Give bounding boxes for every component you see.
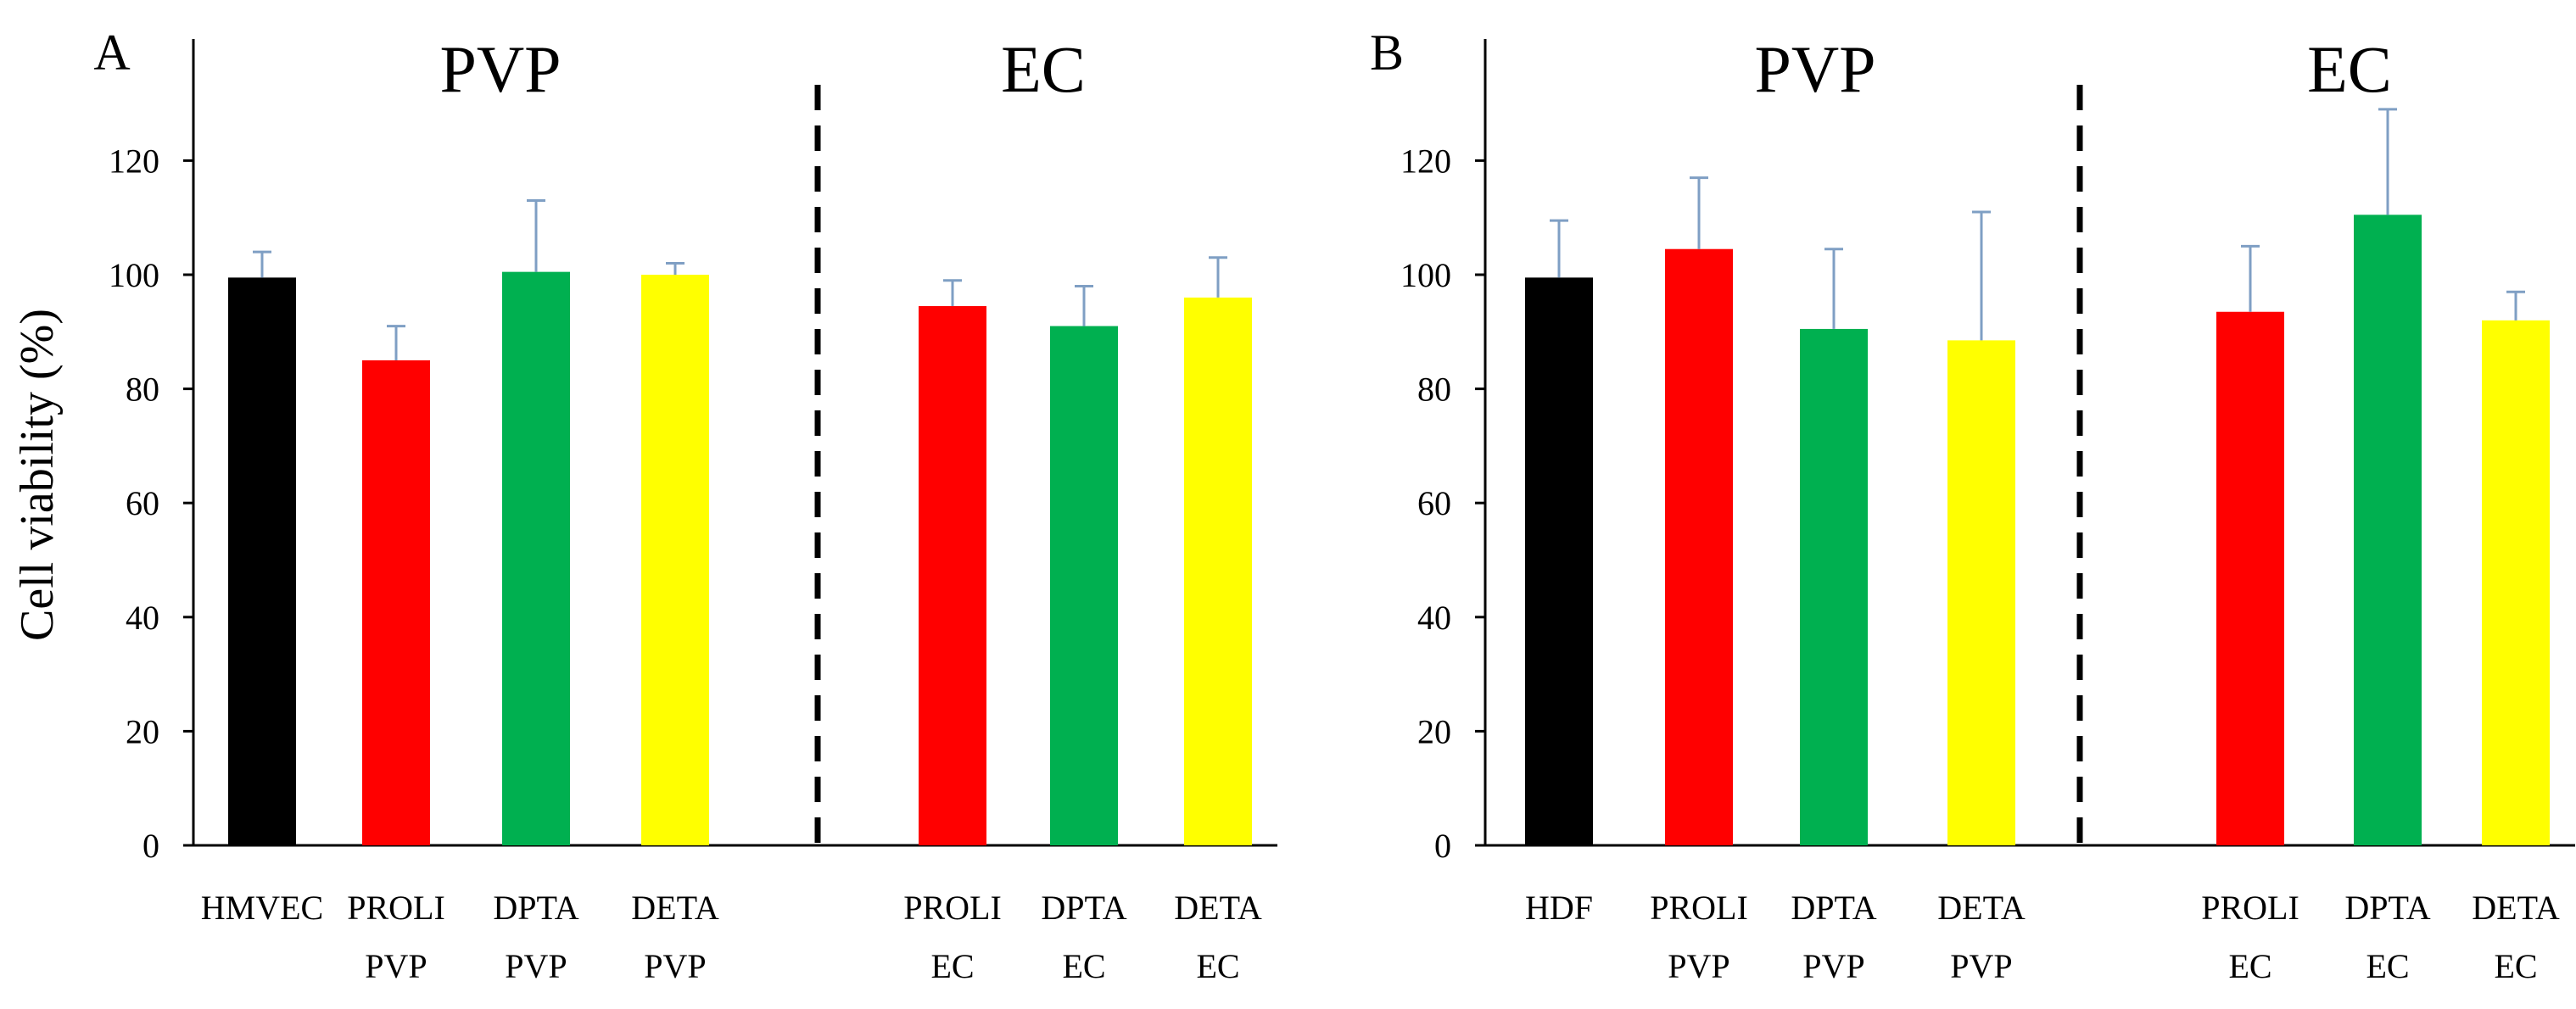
- error-bar: [253, 250, 271, 278]
- error-bar: [1209, 256, 1227, 298]
- y-tick-label: 60: [126, 484, 159, 522]
- x-category-label: PVP: [505, 947, 567, 985]
- error-bar: [1690, 176, 1708, 249]
- x-category-label: HDF: [1525, 889, 1593, 927]
- bar: [1800, 328, 1868, 845]
- x-category-label: PROLI: [1650, 889, 1748, 927]
- x-category-label: DETA: [2472, 889, 2560, 927]
- y-tick-label: 80: [126, 371, 159, 409]
- error-bar: [943, 279, 962, 307]
- bar: [1184, 297, 1252, 845]
- x-category-label: DETA: [1937, 889, 2026, 927]
- bar: [1665, 248, 1733, 846]
- panel-letter: A: [93, 25, 130, 81]
- bar: [1525, 277, 1593, 845]
- error-bar: [2241, 244, 2260, 312]
- x-category-label: PROLI: [347, 889, 445, 927]
- bar: [641, 275, 709, 845]
- y-tick-label: 40: [126, 599, 159, 637]
- x-category-label: PVP: [1950, 947, 2012, 985]
- y-tick-label: 100: [109, 256, 159, 294]
- bar: [362, 360, 430, 845]
- x-category-label: DETA: [1174, 889, 1262, 927]
- x-category-label: DPTA: [2344, 889, 2430, 927]
- bar: [228, 277, 296, 845]
- group-label: EC: [2307, 32, 2392, 106]
- panel-b-chart: B 0 20 40 60 80 100 120 PVP EC HDF PROLI PVP DPTA PVP D…: [1370, 25, 2575, 985]
- panel-a-chart: A 0 20 40 60 80 100 120 PVP EC HMVEC PROLI PVP DPTA PV…: [93, 25, 1277, 985]
- x-category-label: DPTA: [493, 889, 578, 927]
- x-category-label: DPTA: [1041, 889, 1126, 927]
- panel-letter: B: [1370, 25, 1404, 81]
- bar: [2482, 320, 2550, 846]
- x-category-label: PVP: [1802, 947, 1864, 985]
- x-category-label: DPTA: [1791, 889, 1876, 927]
- x-category-label: EC: [2366, 947, 2409, 985]
- y-tick-label: 100: [1400, 256, 1451, 294]
- y-axis-label: Cell viability (%): [11, 309, 64, 641]
- y-tick-label: 120: [1400, 142, 1451, 180]
- y-tick-label: 40: [1417, 599, 1451, 637]
- y-tick-label: 120: [109, 142, 159, 180]
- bar: [919, 306, 986, 845]
- bar: [1947, 340, 2015, 845]
- error-bar: [1824, 248, 1843, 329]
- error-bar: [1972, 210, 1991, 341]
- x-category-label: EC: [2494, 947, 2537, 985]
- x-category-label: EC: [2228, 947, 2271, 985]
- x-category-label: DETA: [631, 889, 719, 927]
- bar: [2354, 215, 2422, 845]
- bar: [1050, 326, 1118, 845]
- y-tick-label: 0: [1434, 827, 1451, 865]
- x-category-label: EC: [930, 947, 974, 985]
- y-tick-label: 60: [1417, 484, 1451, 522]
- group-label: PVP: [1754, 32, 1875, 106]
- error-bar: [1075, 284, 1093, 326]
- error-bar: [387, 325, 405, 360]
- error-bar: [1550, 219, 1568, 278]
- x-category-label: PROLI: [2201, 889, 2299, 927]
- y-tick-label: 0: [142, 827, 159, 865]
- x-category-label: EC: [1062, 947, 1105, 985]
- error-bar: [2378, 108, 2397, 215]
- x-category-label: PVP: [644, 947, 706, 985]
- x-category-label: PROLI: [903, 889, 1002, 927]
- x-category-label: EC: [1196, 947, 1239, 985]
- bar: [2216, 311, 2284, 845]
- error-bar: [527, 199, 545, 272]
- group-label: PVP: [439, 32, 561, 106]
- x-category-label: PVP: [365, 947, 427, 985]
- error-bar: [2506, 290, 2525, 321]
- x-category-label: PVP: [1668, 947, 1729, 985]
- y-tick-label: 80: [1417, 371, 1451, 409]
- x-category-label: HMVEC: [201, 889, 323, 927]
- bar: [502, 271, 570, 845]
- y-tick-label: 20: [126, 712, 159, 750]
- group-label: EC: [1001, 32, 1086, 106]
- error-bar: [666, 262, 685, 275]
- y-tick-label: 20: [1417, 712, 1451, 750]
